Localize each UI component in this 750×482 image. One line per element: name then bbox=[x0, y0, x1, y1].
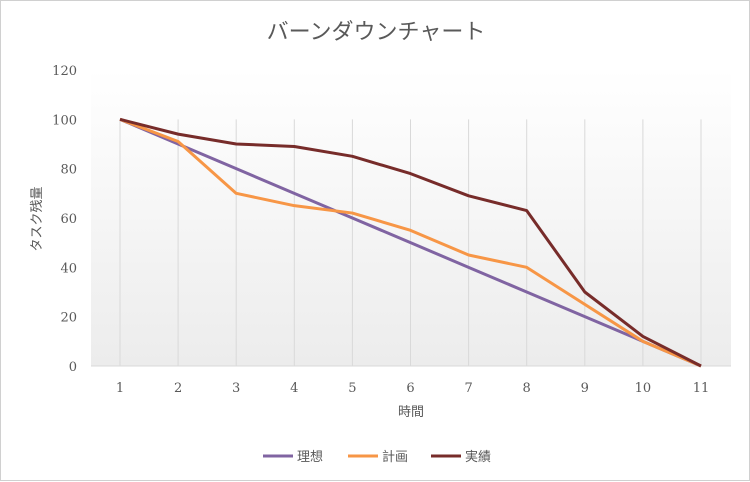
y-tick-label: 20 bbox=[60, 311, 77, 326]
y-axis-label: タスク残量 bbox=[30, 186, 45, 251]
y-tick-label: 80 bbox=[60, 163, 77, 178]
y-tick-label: 0 bbox=[69, 360, 77, 375]
x-tick-label: 4 bbox=[290, 381, 298, 396]
y-tick-label: 40 bbox=[60, 261, 77, 276]
x-tick-label: 1 bbox=[116, 381, 124, 396]
x-tick-label: 3 bbox=[232, 381, 240, 396]
legend-label: 計画 bbox=[382, 449, 408, 465]
x-tick-label: 10 bbox=[635, 381, 652, 396]
x-tick-label: 6 bbox=[406, 381, 414, 396]
legend-label: 理想 bbox=[297, 449, 323, 465]
x-tick-label: 7 bbox=[464, 381, 472, 396]
y-tick-label: 60 bbox=[60, 212, 77, 227]
x-axis-label: 時間 bbox=[398, 405, 424, 420]
x-tick-label: 8 bbox=[523, 381, 531, 396]
x-tick-label: 2 bbox=[174, 381, 182, 396]
x-tick-label: 9 bbox=[581, 381, 589, 396]
series-line-理想 bbox=[119, 117, 702, 368]
y-tick-label: 120 bbox=[52, 64, 77, 79]
x-tick-label: 5 bbox=[348, 381, 356, 396]
y-tick-label: 100 bbox=[52, 113, 77, 128]
legend-label: 実績 bbox=[465, 449, 491, 465]
x-tick-label: 11 bbox=[693, 381, 710, 396]
chart-title: バーンダウンチャート bbox=[267, 20, 486, 45]
series-line-実績 bbox=[119, 117, 702, 368]
series-line-計画 bbox=[119, 117, 702, 368]
